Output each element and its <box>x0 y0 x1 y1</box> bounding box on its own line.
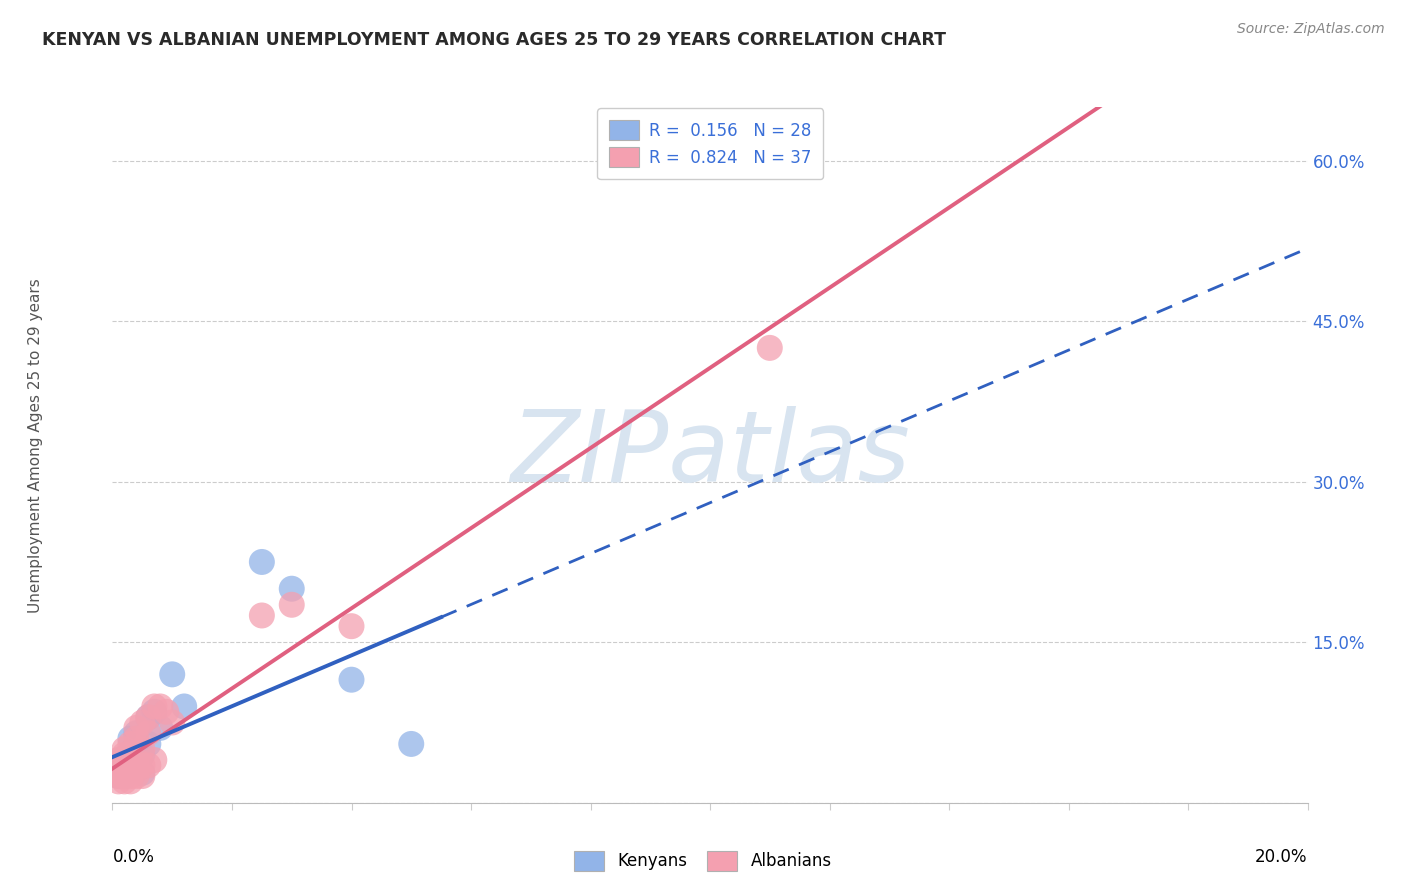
Point <box>107 753 129 767</box>
Point <box>114 769 135 783</box>
Point <box>114 755 135 769</box>
Point <box>162 667 183 681</box>
Text: 20.0%: 20.0% <box>1256 847 1308 866</box>
Point <box>120 764 142 778</box>
Point <box>125 764 148 778</box>
Point <box>125 737 148 751</box>
Point <box>173 699 195 714</box>
Legend: R =  0.156   N = 28, R =  0.824   N = 37: R = 0.156 N = 28, R = 0.824 N = 37 <box>598 109 823 179</box>
Point <box>114 774 135 789</box>
Point <box>125 769 148 783</box>
Legend: Kenyans, Albanians: Kenyans, Albanians <box>565 842 841 880</box>
Point <box>120 774 142 789</box>
Point <box>125 753 148 767</box>
Point <box>120 758 142 772</box>
Text: 0.0%: 0.0% <box>112 847 155 866</box>
Point <box>138 710 160 724</box>
Point <box>281 582 304 596</box>
Point <box>155 705 177 719</box>
Point <box>120 731 142 746</box>
Point <box>120 764 142 778</box>
Point <box>125 731 148 746</box>
Point <box>114 747 135 762</box>
Point <box>125 762 148 776</box>
Point <box>120 753 142 767</box>
Point <box>131 742 153 756</box>
Point <box>114 765 135 780</box>
Point <box>143 699 166 714</box>
Point <box>114 751 135 765</box>
Point <box>107 769 129 783</box>
Point <box>120 758 142 772</box>
Point <box>107 764 129 778</box>
Point <box>107 774 129 789</box>
Point <box>120 769 142 783</box>
Point <box>131 747 153 762</box>
Point <box>120 753 142 767</box>
Point <box>107 769 129 783</box>
Point <box>138 726 160 740</box>
Text: ZIPatlas: ZIPatlas <box>510 407 910 503</box>
Point <box>250 608 273 623</box>
Point <box>120 737 142 751</box>
Point <box>131 769 153 783</box>
Point <box>143 705 166 719</box>
Point <box>107 758 129 772</box>
Point <box>250 555 273 569</box>
Point <box>759 341 782 355</box>
Point <box>125 755 148 769</box>
Point <box>114 764 135 778</box>
Text: KENYAN VS ALBANIAN UNEMPLOYMENT AMONG AGES 25 TO 29 YEARS CORRELATION CHART: KENYAN VS ALBANIAN UNEMPLOYMENT AMONG AG… <box>42 31 946 49</box>
Point <box>340 673 363 687</box>
Text: Unemployment Among Ages 25 to 29 years: Unemployment Among Ages 25 to 29 years <box>28 278 42 614</box>
Point <box>131 758 153 772</box>
Text: Source: ZipAtlas.com: Source: ZipAtlas.com <box>1237 22 1385 37</box>
Point <box>149 699 172 714</box>
Point <box>131 715 153 730</box>
Point <box>149 721 172 735</box>
Point <box>138 758 160 772</box>
Point <box>143 753 166 767</box>
Point <box>107 758 129 772</box>
Point <box>340 619 363 633</box>
Point <box>114 762 135 776</box>
Point <box>107 764 129 778</box>
Point <box>125 721 148 735</box>
Point <box>401 737 423 751</box>
Point <box>125 726 148 740</box>
Point <box>138 737 160 751</box>
Point <box>162 715 183 730</box>
Point <box>138 710 160 724</box>
Point <box>114 769 135 783</box>
Point <box>281 598 304 612</box>
Point <box>131 765 153 780</box>
Point <box>114 742 135 756</box>
